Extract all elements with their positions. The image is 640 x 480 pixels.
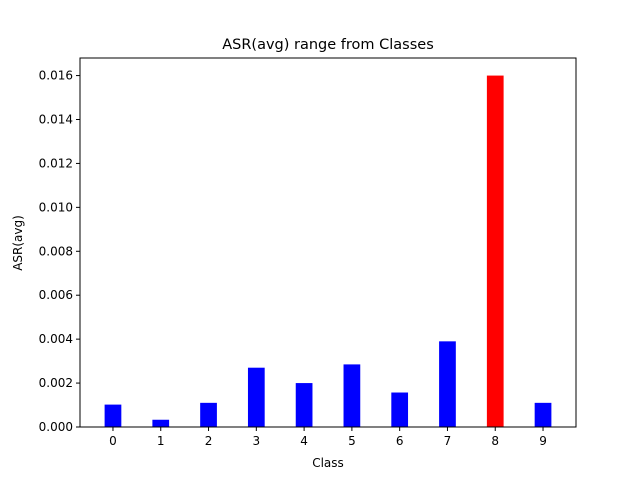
y-tick-label: 0.000 xyxy=(39,420,73,434)
x-axis-label: Class xyxy=(312,456,344,470)
y-tick-label: 0.006 xyxy=(39,288,73,302)
bar-class-1 xyxy=(152,419,170,427)
x-tick-label: 1 xyxy=(157,434,165,448)
x-axis: 0 1 2 3 4 5 6 7 8 9 xyxy=(109,427,547,448)
x-tick-label: 7 xyxy=(444,434,452,448)
x-tick-label: 9 xyxy=(539,434,547,448)
bars-group xyxy=(104,75,552,428)
x-tick-label: 3 xyxy=(253,434,261,448)
x-tick-label: 6 xyxy=(396,434,404,448)
y-tick-label: 0.008 xyxy=(39,244,73,258)
y-tick-label: 0.004 xyxy=(39,332,73,346)
y-axis: 0.000 0.002 0.004 0.006 0.008 0.010 0.012 0.014… xyxy=(39,69,80,434)
bar-class-0 xyxy=(104,404,122,427)
bar-class-6 xyxy=(391,392,409,427)
y-tick-label: 0.016 xyxy=(39,69,73,83)
bar-class-7 xyxy=(439,341,456,427)
y-tick-label: 0.010 xyxy=(39,200,73,214)
bar-class-3 xyxy=(247,367,265,427)
x-tick-label: 2 xyxy=(205,434,213,448)
x-tick-label: 8 xyxy=(491,434,499,448)
x-tick-label: 0 xyxy=(109,434,117,448)
y-tick-label: 0.002 xyxy=(39,376,73,390)
bar-class-2 xyxy=(200,402,217,427)
y-tick-label: 0.012 xyxy=(39,156,73,170)
x-tick-label: 4 xyxy=(300,434,308,448)
plot-frame xyxy=(79,57,577,428)
bar-class-4 xyxy=(295,383,313,427)
bar-class-9 xyxy=(534,402,552,427)
chart-title: ASR(avg) range from Classes xyxy=(222,37,434,53)
y-axis-label: ASR(avg) xyxy=(11,215,25,271)
bar-class-5 xyxy=(343,364,361,427)
bar-class-8 xyxy=(486,75,504,428)
y-tick-label: 0.014 xyxy=(39,113,73,127)
x-tick-label: 5 xyxy=(348,434,356,448)
